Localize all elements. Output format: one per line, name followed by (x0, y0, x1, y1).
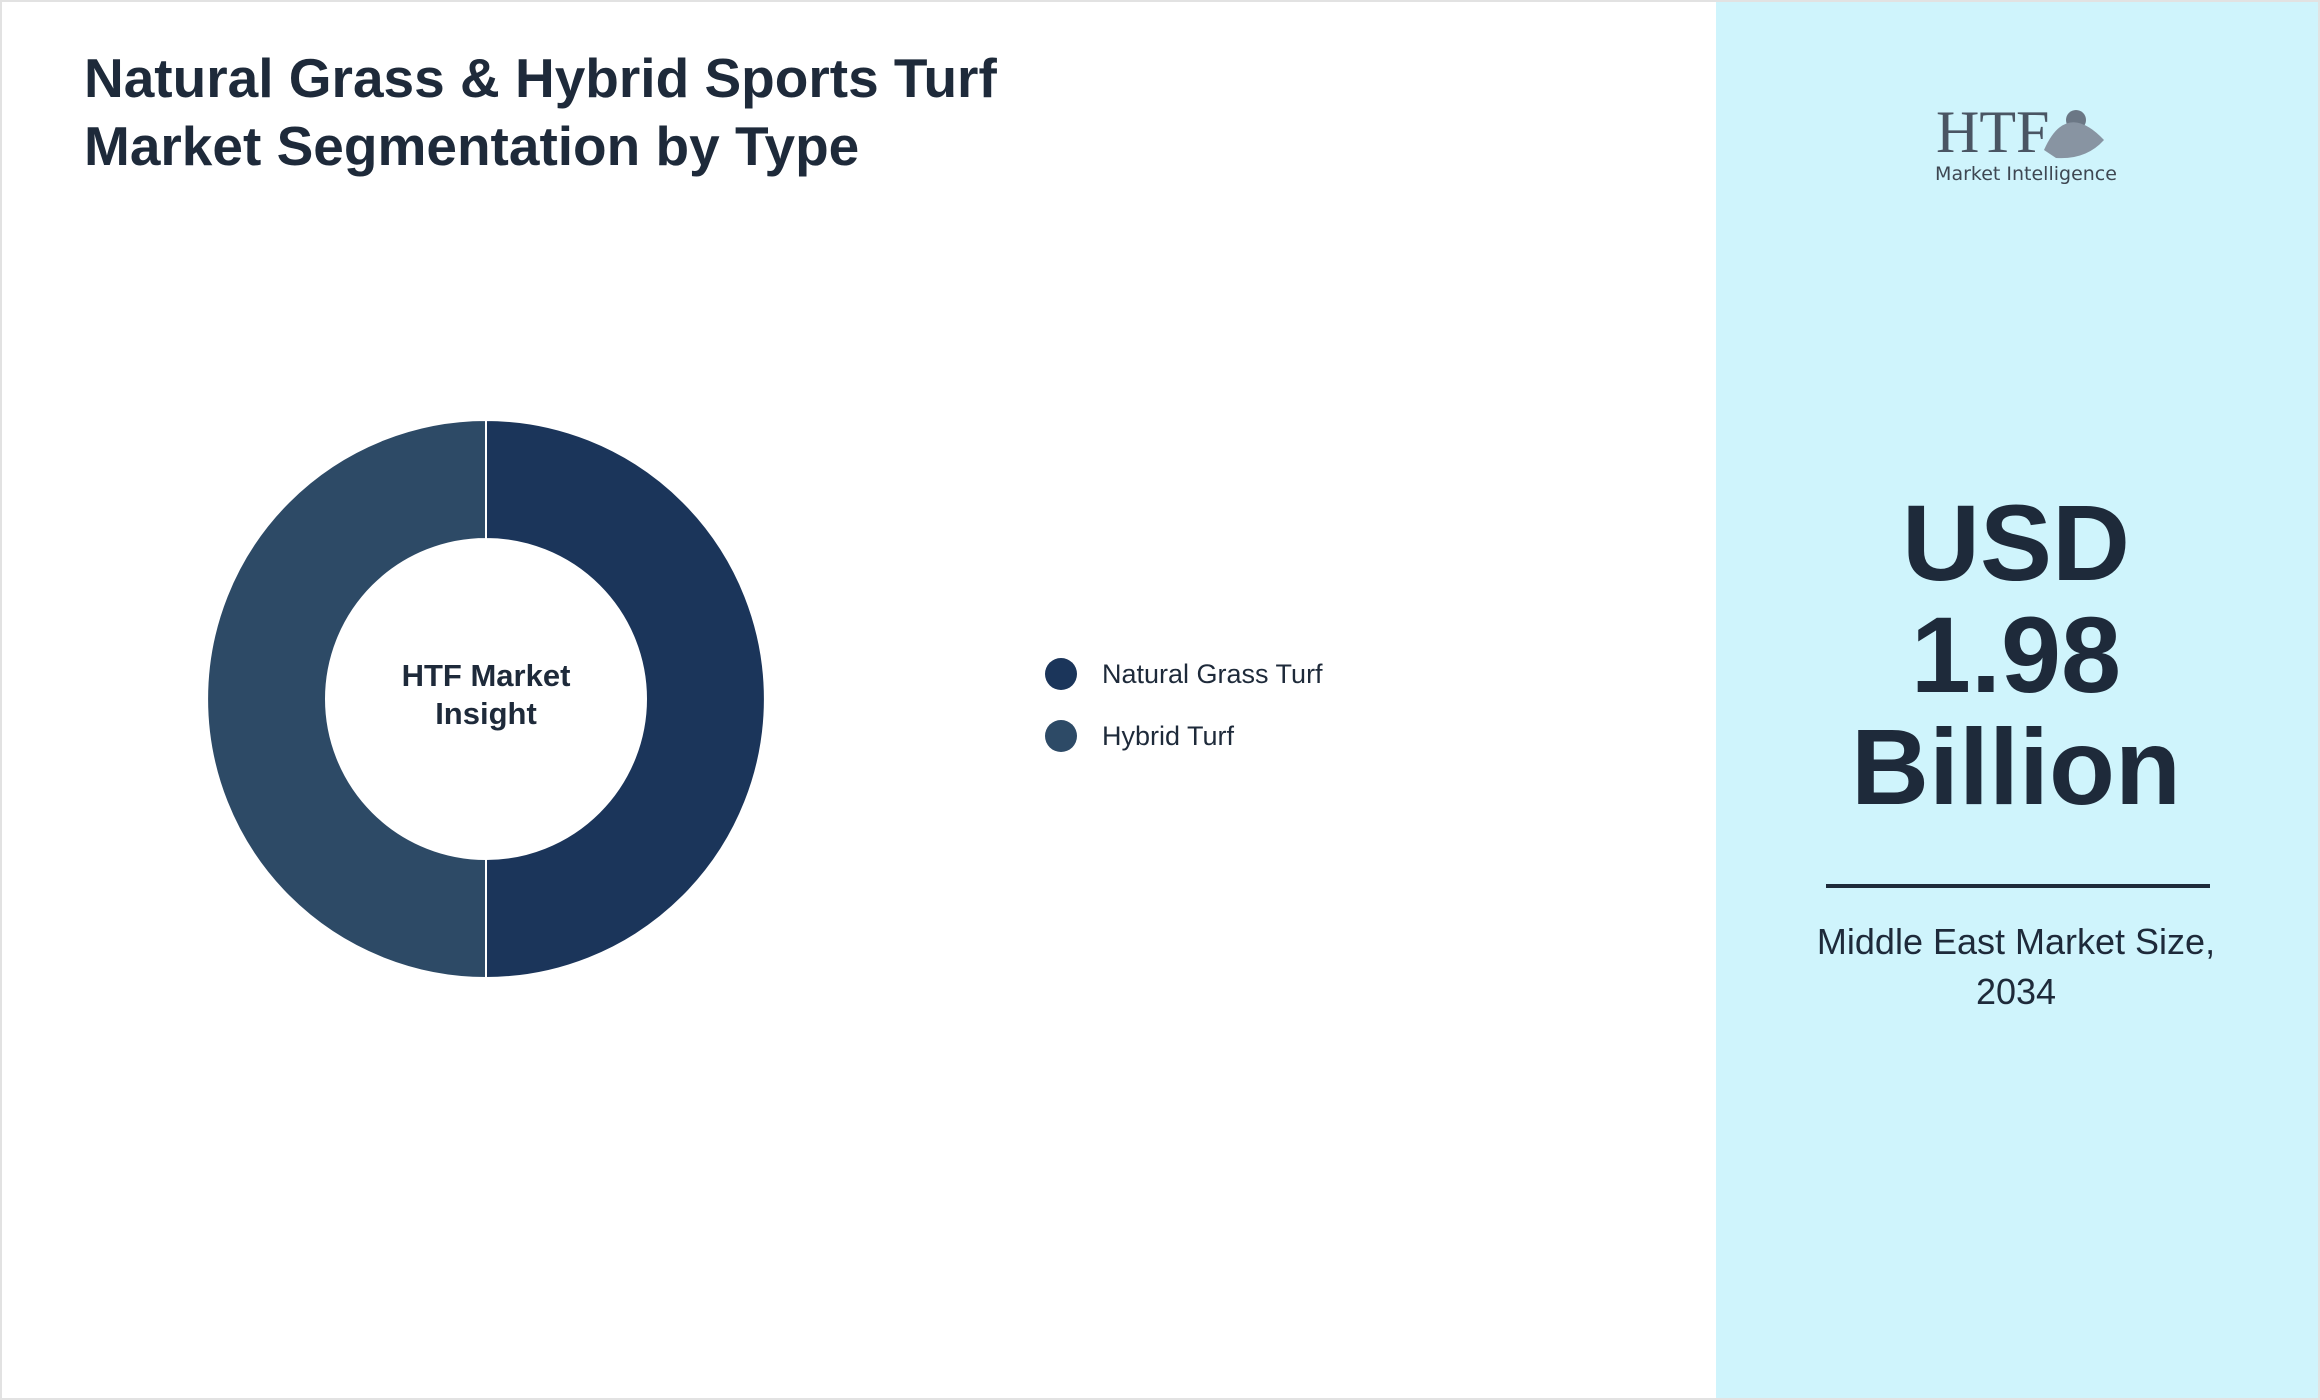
donut-slice (485, 418, 766, 980)
chart-title: Natural Grass & Hybrid Sports Turf Marke… (84, 47, 997, 177)
side-panel: HTF Market Intelligence USD 1.98 Billion… (1716, 2, 2318, 1398)
chart: Natural Grass Turf Hybrid Turf (206, 418, 1323, 980)
legend-label: Natural Grass Turf (1102, 659, 1323, 689)
logo-tagline: Market Intelligence (1935, 163, 2117, 185)
logo-mark: HTF (1936, 99, 2049, 165)
logo: HTF Market Intelligence (1935, 99, 2117, 185)
logo-figure (2044, 122, 2104, 159)
divider (1826, 884, 2210, 888)
center-label: HTF Market Insight (401, 658, 571, 731)
legend-label: Hybrid Turf (1102, 721, 1235, 751)
donut-slice (206, 418, 487, 980)
caption: Middle East Market Size, 2034 (1816, 921, 2216, 1012)
legend-swatch (1045, 658, 1077, 690)
headline-value: USD 1.98 Billion (1851, 482, 2181, 827)
legend-swatch (1045, 720, 1077, 752)
